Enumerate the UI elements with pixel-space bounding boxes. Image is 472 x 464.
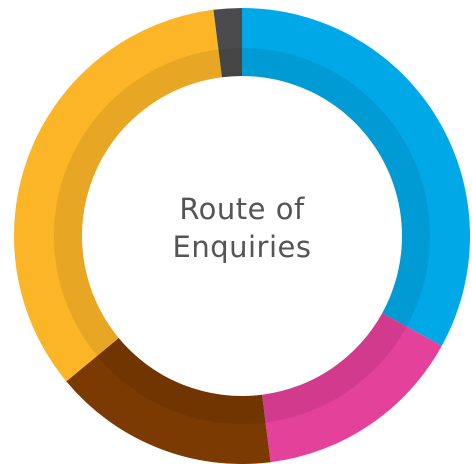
chart-title: Route of Enquiries (172, 192, 312, 264)
inner-shade (54, 48, 430, 424)
donut-segment (13, 9, 222, 382)
donut-segment (242, 8, 471, 346)
donut-segment (213, 8, 242, 78)
donut-segment (262, 313, 442, 463)
donut-segment (66, 337, 271, 464)
